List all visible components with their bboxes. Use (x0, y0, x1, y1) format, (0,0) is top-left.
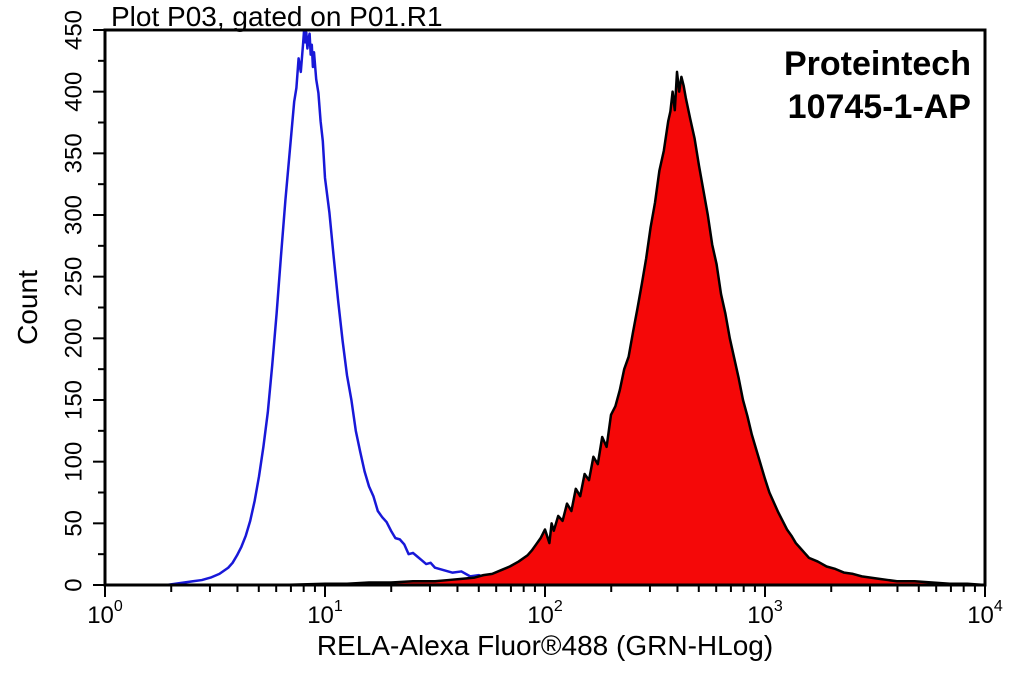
y-tick-label: 400 (60, 72, 87, 112)
y-tick-label: 50 (60, 510, 87, 537)
y-tick-label: 0 (60, 578, 87, 591)
y-tick-label: 150 (60, 380, 87, 420)
catalog-text: 10745-1-AP (788, 88, 971, 126)
y-tick-label: 350 (60, 133, 87, 173)
brand-text: Proteintech (784, 45, 971, 83)
y-tick-label: 200 (60, 318, 87, 358)
y-tick-label: 450 (60, 10, 87, 50)
plot-svg: 1001011021031040501001502002503003504004… (0, 0, 1015, 685)
y-tick-label: 300 (60, 195, 87, 235)
flow-cytometry-plot: 1001011021031040501001502002503003504004… (0, 0, 1015, 685)
y-tick-label: 250 (60, 257, 87, 297)
plot-title: Plot P03, gated on P01.R1 (111, 1, 443, 32)
y-axis-title: Count (12, 270, 43, 345)
y-tick-label: 100 (60, 442, 87, 482)
x-axis-title: RELA-Alexa Fluor®488 (GRN-HLog) (317, 630, 773, 661)
